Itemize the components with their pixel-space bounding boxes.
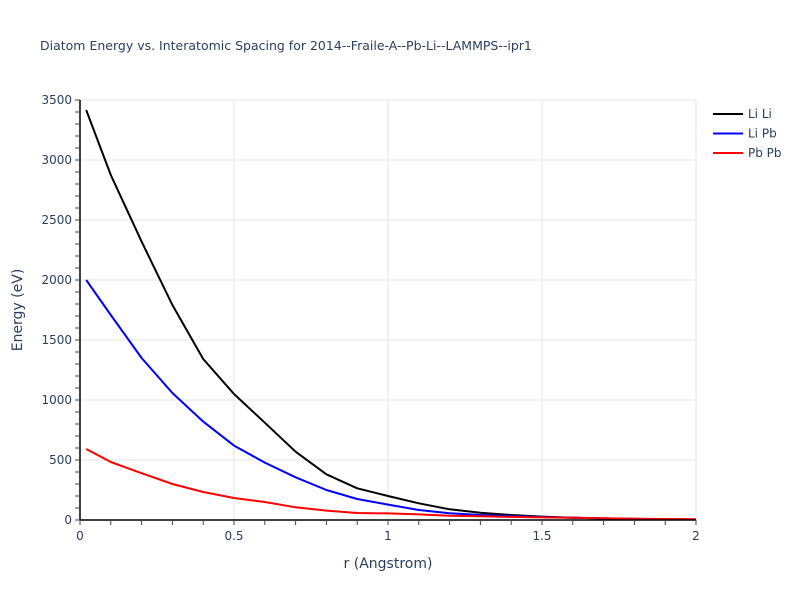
x-axis-ticks: 0 0.5 1 1.5 2 <box>76 520 700 543</box>
y-axis-ticks: 0 500 1000 1500 2000 2500 3000 3500 <box>41 93 80 527</box>
y-axis-title: Energy (eV) <box>10 269 26 352</box>
legend-item-pb-pb[interactable]: Pb Pb <box>713 146 782 160</box>
trace-pb-pb <box>85 448 697 521</box>
legend-label: Li Li <box>748 107 772 121</box>
y-tick-label: 1500 <box>41 333 72 347</box>
chart-title: Diatom Energy vs. Interatomic Spacing fo… <box>40 38 532 53</box>
legend: Li Li Li Pb Pb Pb <box>713 107 782 160</box>
data-traces <box>85 109 697 521</box>
y-tick-label: 500 <box>49 453 72 467</box>
x-tick-label: 1.5 <box>532 529 551 543</box>
y-tick-label: 2000 <box>41 273 72 287</box>
y-tick-label: 2500 <box>41 213 72 227</box>
legend-label: Li Pb <box>748 127 777 141</box>
y-tick-label: 3500 <box>41 93 72 107</box>
y-tick-label: 0 <box>64 513 72 527</box>
y-tick-label: 1000 <box>41 393 72 407</box>
legend-item-li-li[interactable]: Li Li <box>713 107 772 121</box>
x-tick-label: 2 <box>692 529 700 543</box>
x-axis-title: r (Angstrom) <box>344 556 433 572</box>
legend-label: Pb Pb <box>748 146 782 160</box>
gridlines <box>80 99 697 520</box>
legend-item-li-pb[interactable]: Li Pb <box>713 127 777 141</box>
y-tick-label: 3000 <box>41 153 72 167</box>
x-tick-label: 0.5 <box>224 529 243 543</box>
x-tick-label: 0 <box>76 529 84 543</box>
x-tick-label: 1 <box>384 529 392 543</box>
